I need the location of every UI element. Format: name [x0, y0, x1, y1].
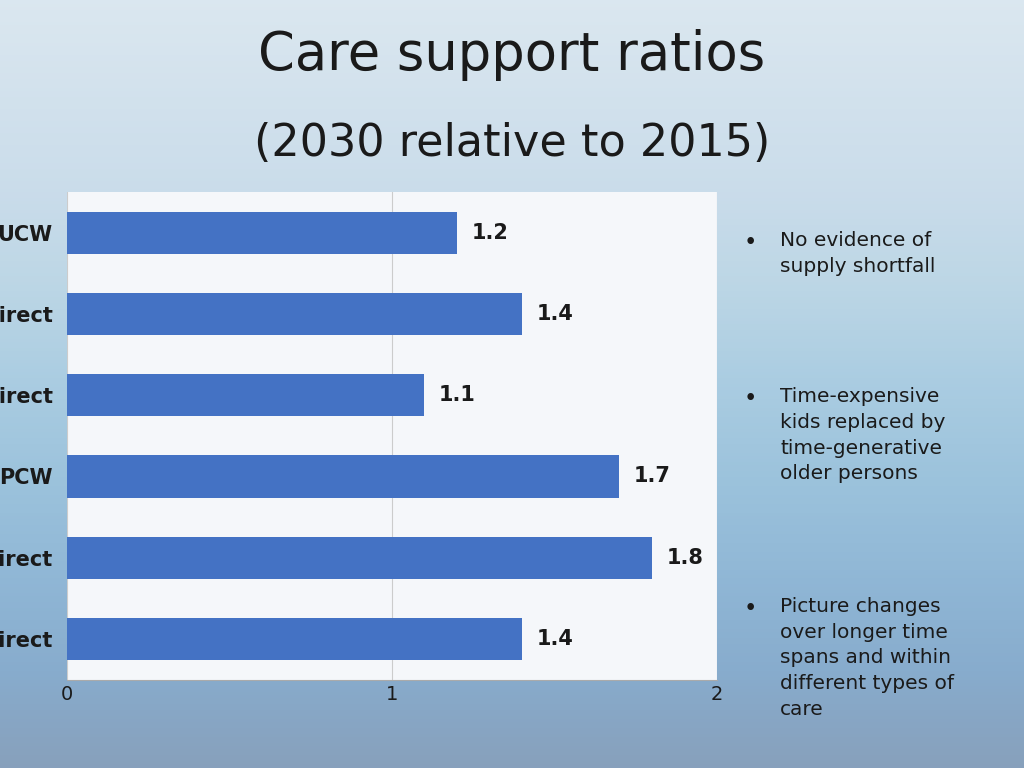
- Text: No evidence of
supply shortfall: No evidence of supply shortfall: [780, 231, 935, 276]
- Text: (2030 relative to 2015): (2030 relative to 2015): [254, 122, 770, 165]
- Text: •: •: [743, 231, 757, 254]
- Text: •: •: [743, 387, 757, 410]
- Text: 1.7: 1.7: [634, 466, 671, 486]
- Bar: [67, 211, 457, 253]
- Text: 1.2: 1.2: [471, 223, 508, 243]
- Text: 1.4: 1.4: [537, 629, 573, 649]
- Text: •: •: [743, 597, 757, 620]
- Text: Picture changes
over longer time
spans and within
different types of
care: Picture changes over longer time spans a…: [780, 597, 954, 719]
- Bar: [67, 618, 521, 660]
- Text: 1.1: 1.1: [439, 386, 476, 406]
- Bar: [67, 455, 620, 498]
- Text: 1.4: 1.4: [537, 304, 573, 324]
- Bar: [67, 537, 652, 579]
- Text: Care support ratios: Care support ratios: [258, 29, 766, 81]
- Text: 1.8: 1.8: [667, 548, 703, 568]
- Bar: [67, 374, 424, 416]
- Text: Time-expensive
kids replaced by
time-generative
older persons: Time-expensive kids replaced by time-gen…: [780, 387, 945, 483]
- Bar: [67, 293, 521, 335]
